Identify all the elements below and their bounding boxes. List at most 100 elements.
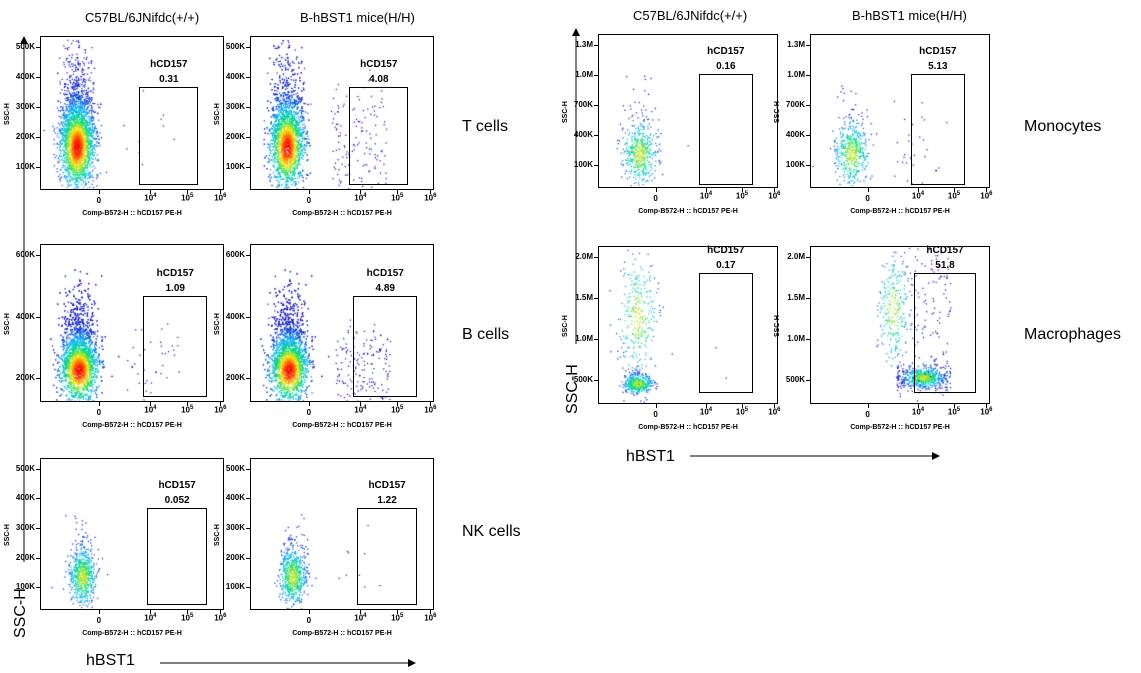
y-tick-label: 400K: [573, 129, 593, 139]
x-tick-label: 105: [735, 407, 749, 417]
y-axis-label: SSC-H: [214, 524, 221, 546]
x-tick-mark: [187, 610, 189, 614]
y-tick-mark: [36, 166, 40, 168]
y-axis-label: SSC-H: [774, 101, 781, 123]
x-tick-mark: [867, 404, 869, 408]
y-tick-mark: [36, 316, 40, 318]
y-tick-mark: [36, 136, 40, 138]
x-axis-arrow-right: [690, 452, 940, 460]
x-tick-label: 0: [306, 196, 312, 205]
x-tick-mark: [397, 402, 399, 406]
x-tick-mark: [918, 404, 919, 408]
y-axis-label: SSC-H: [774, 315, 781, 337]
column-header: C57BL/6JNifdc(+/+): [633, 8, 748, 23]
gate-value-label: 0.31: [159, 73, 179, 85]
row-label: Monocytes: [1024, 118, 1102, 135]
x-tick-label: 105: [181, 613, 194, 623]
y-tick-label: 1.3M: [575, 39, 593, 49]
y-tick-mark: [246, 166, 250, 168]
x-tick-mark: [98, 402, 100, 406]
y-tick-mark: [246, 378, 250, 380]
x-axis-label: Comp-B572-H :: hCD157 PE-H: [292, 630, 392, 637]
gate-name-label: hCD157: [707, 244, 745, 256]
x-tick-mark: [774, 188, 776, 192]
x-tick-mark: [397, 190, 399, 194]
y-tick-label: 1.5M: [575, 293, 593, 303]
x-axis-label: Comp-B572-H :: hCD157 PE-H: [638, 424, 738, 431]
y-tick-mark: [806, 164, 810, 166]
scatter-points: [598, 246, 778, 404]
x-tick-label: 105: [735, 191, 749, 201]
plot-panel: hCD157 4.89 200K 400K 600K 0 104 105 106 Comp-B57…: [214, 244, 436, 429]
x-tick-mark: [655, 188, 657, 192]
x-tick-mark: [98, 190, 100, 194]
x-axis-title-right: hBST1: [626, 448, 675, 465]
y-tick-label: 1.0M: [575, 69, 593, 79]
y-tick-label: 700K: [573, 99, 593, 109]
x-tick-label: 105: [391, 193, 404, 203]
y-tick-mark: [806, 104, 810, 106]
gate-name-label: hCD157: [366, 268, 404, 280]
y-tick-mark: [594, 44, 598, 46]
y-tick-label: 300K: [15, 522, 35, 532]
plot-frame: [598, 246, 778, 404]
x-tick-mark: [187, 402, 189, 406]
y-tick-mark: [246, 498, 250, 500]
y-tick-label: 600K: [15, 250, 35, 260]
scatter-points: [250, 458, 434, 610]
plot-frame: [40, 458, 224, 610]
gate-name-label: hCD157: [156, 268, 194, 280]
x-tick-label: 106: [214, 405, 227, 415]
plot-panel: hCD157 51.8 500K 1.0M 1.5M 2.0M 0 104 105 106 Comp…: [774, 245, 993, 431]
x-tick-mark: [954, 404, 955, 408]
x-tick-label: 0: [306, 616, 312, 625]
gate-value-label: 0.16: [716, 61, 736, 73]
x-axis-label: Comp-B572-H :: hCD157 PE-H: [638, 208, 738, 215]
plot-panel: hCD157 0.31 100K 200K 300K 400K 500K 0 104 105 106…: [4, 36, 226, 217]
x-tick-label: 105: [181, 193, 194, 203]
x-tick-mark: [308, 610, 310, 614]
y-tick-mark: [36, 468, 40, 470]
x-tick-mark: [187, 190, 189, 194]
y-tick-mark: [36, 46, 40, 48]
x-tick-mark: [655, 404, 657, 408]
gate-value-label: 1.09: [165, 283, 185, 295]
y-tick-mark: [806, 298, 810, 300]
x-axis-label: Comp-B572-H :: hCD157 PE-H: [850, 208, 950, 215]
x-tick-mark: [986, 188, 988, 192]
gate-name-label: hCD157: [150, 58, 188, 70]
y-tick-mark: [246, 46, 250, 48]
y-tick-label: 300K: [225, 522, 245, 532]
plot-frame: [40, 36, 224, 190]
x-tick-label: 104: [144, 613, 157, 623]
x-tick-mark: [867, 188, 869, 192]
row-label: B cells: [462, 326, 510, 343]
x-tick-mark: [430, 610, 432, 614]
x-tick-mark: [220, 610, 222, 614]
x-tick-label: 104: [144, 193, 157, 203]
y-axis-label: SSC-H: [214, 103, 221, 125]
column-header: B-hBST1 mice(H/H): [300, 10, 415, 25]
x-tick-mark: [98, 610, 100, 614]
plot-frame: [40, 244, 224, 402]
x-tick-mark: [150, 610, 152, 614]
y-tick-label: 400K: [225, 71, 245, 81]
scatter-points: [810, 246, 990, 404]
y-tick-mark: [246, 106, 250, 108]
x-tick-label: 0: [96, 616, 102, 625]
gate-box: [143, 296, 208, 398]
x-tick-label: 104: [354, 193, 367, 203]
y-tick-mark: [806, 339, 810, 341]
plot-frame: [250, 36, 434, 190]
gate-value-label: 51.8: [935, 259, 955, 271]
y-tick-label: 500K: [15, 41, 35, 51]
x-tick-mark: [706, 404, 707, 408]
y-tick-label: 400K: [225, 311, 245, 321]
x-tick-label: 106: [424, 405, 437, 415]
gate-name-label: hCD157: [360, 58, 398, 70]
y-tick-mark: [36, 527, 40, 529]
row-label: Macrophages: [1024, 326, 1121, 343]
scatter-points: [40, 36, 224, 190]
y-tick-label: 1.0M: [575, 334, 593, 344]
y-axis-label: SSC-H: [562, 315, 569, 337]
